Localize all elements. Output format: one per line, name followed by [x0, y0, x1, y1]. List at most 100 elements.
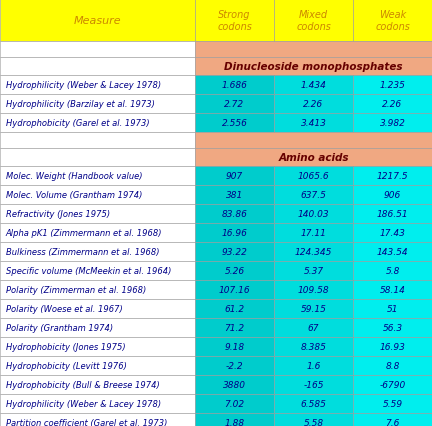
- Text: 1.6: 1.6: [306, 361, 321, 370]
- Text: Hydrophilicity (Barzilay et al. 1973): Hydrophilicity (Barzilay et al. 1973): [6, 100, 155, 109]
- Text: Bulkiness (Zimmermann et al. 1968): Bulkiness (Zimmermann et al. 1968): [6, 248, 159, 256]
- Text: 1065.6: 1065.6: [298, 172, 329, 181]
- Text: 109.58: 109.58: [298, 285, 329, 294]
- Bar: [195, 413, 274, 426]
- Bar: [353, 0, 432, 42]
- Text: 907: 907: [226, 172, 243, 181]
- Bar: [274, 356, 353, 375]
- Bar: [274, 114, 353, 132]
- Bar: [195, 132, 432, 149]
- Bar: [195, 167, 274, 186]
- Bar: [274, 280, 353, 299]
- Text: 2.72: 2.72: [225, 100, 245, 109]
- Text: Weak
codons: Weak codons: [375, 10, 410, 32]
- Bar: [274, 167, 353, 186]
- Bar: [353, 114, 432, 132]
- Bar: [195, 224, 274, 242]
- Text: Strong
codons: Strong codons: [217, 10, 252, 32]
- Bar: [0, 204, 195, 224]
- Text: Hydrophobicity (Garel et al. 1973): Hydrophobicity (Garel et al. 1973): [6, 119, 149, 128]
- Text: Measure: Measure: [74, 16, 121, 26]
- Text: 67: 67: [308, 323, 319, 332]
- Bar: [195, 262, 274, 280]
- Bar: [0, 413, 195, 426]
- Bar: [0, 95, 195, 114]
- Bar: [195, 299, 274, 318]
- Bar: [0, 114, 195, 132]
- Bar: [195, 186, 274, 204]
- Text: Mixed
codons: Mixed codons: [296, 10, 331, 32]
- Text: 5.58: 5.58: [303, 418, 324, 426]
- Bar: [274, 337, 353, 356]
- Text: 3.982: 3.982: [380, 119, 406, 128]
- Bar: [195, 76, 274, 95]
- Bar: [274, 299, 353, 318]
- Bar: [0, 280, 195, 299]
- Text: 8.8: 8.8: [385, 361, 400, 370]
- Text: 5.37: 5.37: [303, 266, 324, 275]
- Text: Specific volume (McMeekin et al. 1964): Specific volume (McMeekin et al. 1964): [6, 266, 171, 275]
- Text: 5.59: 5.59: [382, 399, 403, 408]
- Text: 17.43: 17.43: [380, 228, 406, 237]
- Text: 9.18: 9.18: [225, 342, 245, 351]
- Bar: [0, 394, 195, 413]
- Text: 107.16: 107.16: [219, 285, 250, 294]
- Text: -6790: -6790: [379, 380, 406, 389]
- Text: 186.51: 186.51: [377, 210, 408, 219]
- Bar: [353, 318, 432, 337]
- Text: 5.8: 5.8: [385, 266, 400, 275]
- Bar: [0, 42, 195, 58]
- Bar: [353, 413, 432, 426]
- Bar: [195, 394, 274, 413]
- Text: Partition coefficient (Garel et al. 1973): Partition coefficient (Garel et al. 1973…: [6, 418, 167, 426]
- Bar: [0, 132, 195, 149]
- Bar: [274, 262, 353, 280]
- Bar: [274, 95, 353, 114]
- Bar: [195, 280, 274, 299]
- Text: Refractivity (Jones 1975): Refractivity (Jones 1975): [6, 210, 110, 219]
- Text: Polarity (Woese et al. 1967): Polarity (Woese et al. 1967): [6, 304, 123, 313]
- Text: 16.96: 16.96: [222, 228, 248, 237]
- Text: Hydrophobicity (Bull & Breese 1974): Hydrophobicity (Bull & Breese 1974): [6, 380, 159, 389]
- Text: 7.02: 7.02: [225, 399, 245, 408]
- Text: 637.5: 637.5: [301, 190, 327, 199]
- Bar: [195, 149, 432, 167]
- Bar: [195, 204, 274, 224]
- Text: 83.86: 83.86: [222, 210, 248, 219]
- Text: Hydrophobicity (Levitt 1976): Hydrophobicity (Levitt 1976): [6, 361, 127, 370]
- Bar: [195, 242, 274, 262]
- Bar: [0, 337, 195, 356]
- Text: 6.585: 6.585: [301, 399, 327, 408]
- Text: 3.413: 3.413: [301, 119, 327, 128]
- Text: Polarity (Grantham 1974): Polarity (Grantham 1974): [6, 323, 113, 332]
- Bar: [195, 318, 274, 337]
- Text: 3880: 3880: [223, 380, 246, 389]
- Bar: [274, 0, 353, 42]
- Bar: [274, 204, 353, 224]
- Text: 59.15: 59.15: [301, 304, 327, 313]
- Bar: [0, 299, 195, 318]
- Text: 140.03: 140.03: [298, 210, 329, 219]
- Bar: [195, 356, 274, 375]
- Text: Amino acids: Amino acids: [278, 153, 349, 163]
- Bar: [353, 299, 432, 318]
- Text: 1.88: 1.88: [225, 418, 245, 426]
- Text: 61.2: 61.2: [225, 304, 245, 313]
- Bar: [353, 242, 432, 262]
- Bar: [195, 114, 274, 132]
- Text: 1.434: 1.434: [301, 81, 327, 90]
- Bar: [0, 186, 195, 204]
- Text: 71.2: 71.2: [225, 323, 245, 332]
- Text: 906: 906: [384, 190, 401, 199]
- Text: -165: -165: [303, 380, 324, 389]
- Bar: [0, 76, 195, 95]
- Bar: [195, 42, 432, 58]
- Bar: [353, 356, 432, 375]
- Text: 143.54: 143.54: [377, 248, 408, 256]
- Bar: [0, 242, 195, 262]
- Text: Molec. Weight (Handbook value): Molec. Weight (Handbook value): [6, 172, 143, 181]
- Bar: [274, 413, 353, 426]
- Text: 1.686: 1.686: [222, 81, 248, 90]
- Bar: [0, 149, 195, 167]
- Text: 381: 381: [226, 190, 243, 199]
